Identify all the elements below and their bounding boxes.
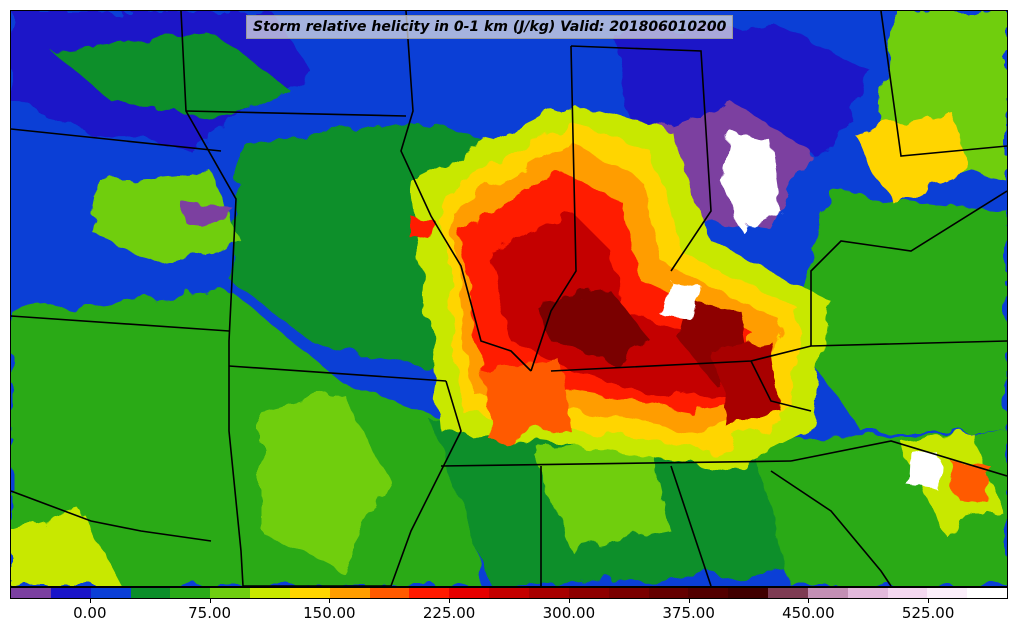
colorbar-tick-label: 525.00 (901, 604, 955, 622)
colorbar-tick-label: 0.00 (73, 604, 107, 622)
colorbar-cell (887, 588, 928, 598)
colorbar-cell (170, 588, 211, 598)
helicity-map (11, 11, 1007, 586)
colorbar-cell (369, 588, 410, 598)
colorbar-tick-label: 75.00 (188, 604, 232, 622)
colorbar-cell (847, 588, 888, 598)
colorbar-cell (927, 588, 968, 598)
colorbar-cell (728, 588, 769, 598)
colorbar-cell (807, 588, 848, 598)
colorbar-tick (449, 599, 451, 603)
colorbar-cell (608, 588, 649, 598)
colorbar-cell (449, 588, 490, 598)
colorbar-cell (648, 588, 689, 598)
colorbar (10, 587, 1008, 599)
colorbar-tick-label: 450.00 (782, 604, 835, 622)
colorbar-tick-label: 300.00 (542, 604, 596, 622)
colorbar-tick (688, 599, 690, 603)
colorbar-cell (489, 588, 529, 598)
colorbar-cell (409, 588, 450, 598)
colorbar-cell (289, 588, 330, 598)
colorbar-tick (89, 599, 91, 603)
map-title: Storm relative helicity in 0-1 km (J/kg)… (246, 15, 734, 39)
colorbar-cell (768, 588, 808, 598)
map-panel (10, 10, 1008, 587)
colorbar-cell (329, 588, 370, 598)
colorbar-cell (90, 588, 131, 598)
colorbar-ticks: 0.00 75.00 150.00 225.00 300.00 375.00 450.00 5… (10, 599, 1008, 629)
colorbar-cell (528, 588, 569, 598)
colorbar-tick (209, 599, 211, 603)
helicity-field (11, 11, 1007, 586)
colorbar-cell (688, 588, 729, 598)
high-value-spots (181, 131, 991, 501)
colorbar-tick (329, 599, 331, 603)
colorbar-tick-label: 150.00 (303, 604, 356, 622)
colorbar-cell (210, 588, 251, 598)
colorbar-cell (11, 588, 51, 598)
colorbar-tick (928, 599, 930, 603)
colorbar-cell (568, 588, 609, 598)
colorbar-cell (50, 588, 91, 598)
state-borders (11, 11, 1007, 586)
colorbar-cell (250, 588, 290, 598)
colorbar-tick (568, 599, 570, 603)
colorbar-cell (130, 588, 171, 598)
colorbar-tick (808, 599, 810, 603)
colorbar-tick-label: 225.00 (422, 604, 476, 622)
colorbar-tick-label: 375.00 (662, 604, 715, 622)
colorbar-cell (967, 588, 1008, 598)
